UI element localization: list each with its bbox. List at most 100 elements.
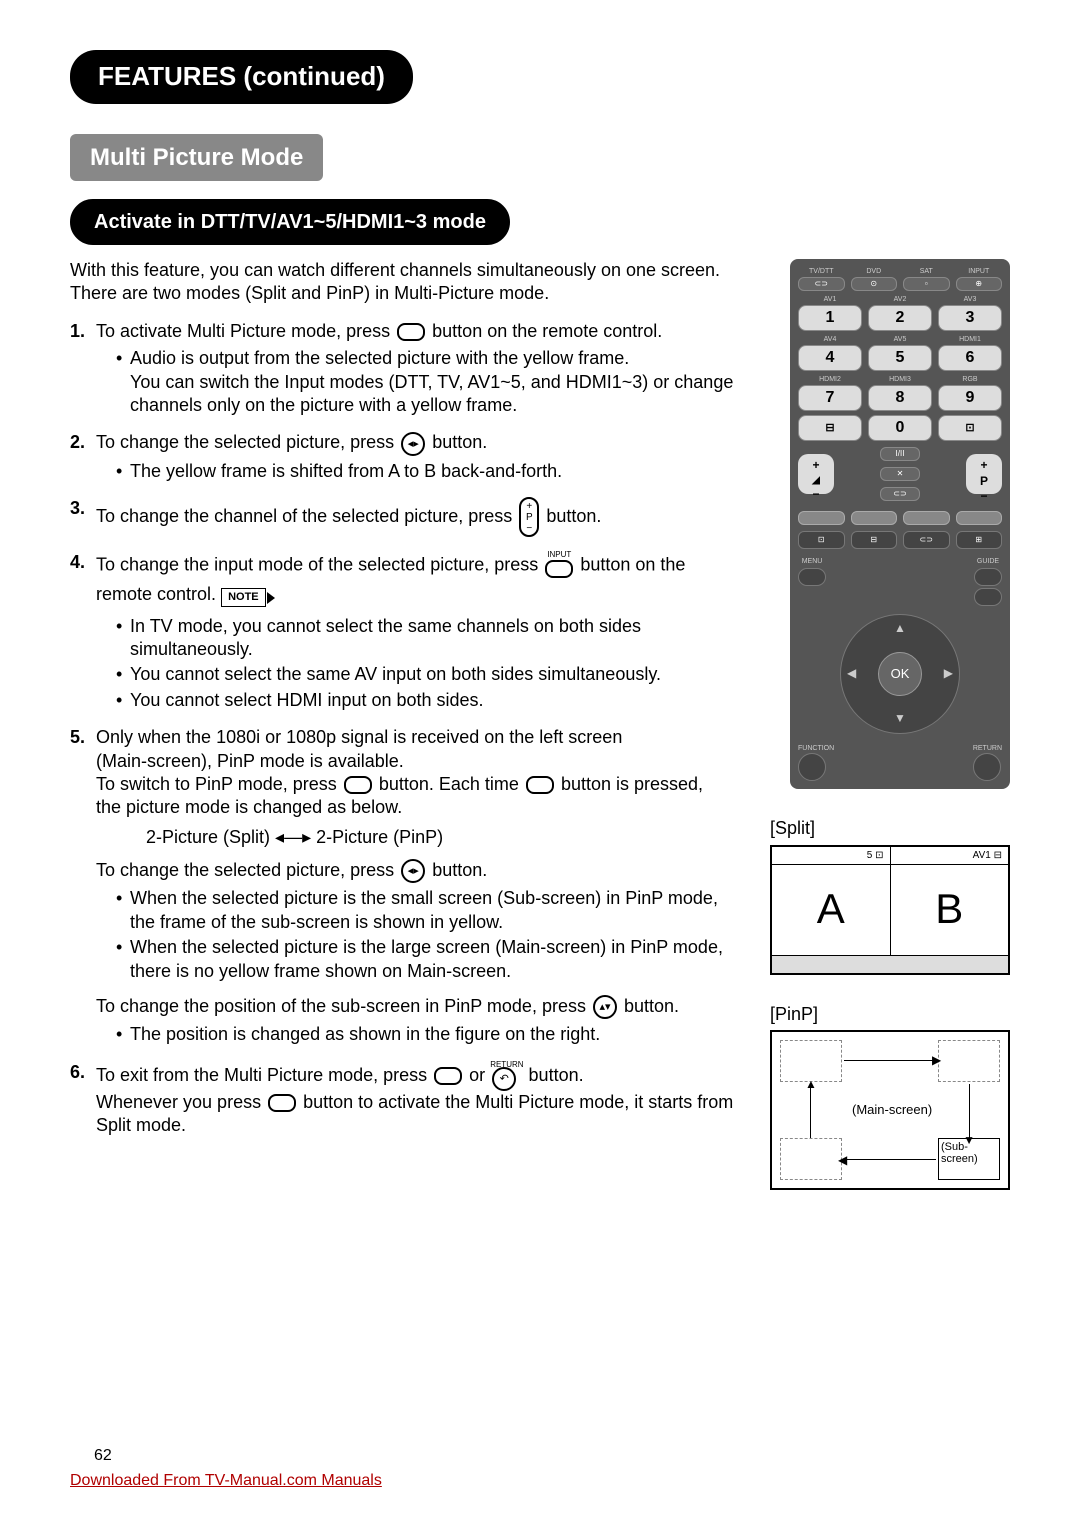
step-text: Whenever you press xyxy=(96,1092,261,1112)
footer: 62 Downloaded From TV-Manual.com Manuals xyxy=(70,1446,382,1492)
remote-btn: ⊟ xyxy=(798,415,862,441)
minus: − xyxy=(980,489,987,505)
step-num: 6. xyxy=(70,1061,85,1084)
bullet: When the selected picture is the small s… xyxy=(116,887,740,934)
step-text: button. Each time xyxy=(379,774,519,794)
left-arrow-icon: ◀ xyxy=(847,666,856,682)
remote-num: 7 xyxy=(798,385,862,411)
step-num: 2. xyxy=(70,431,85,454)
remote-diagram: TV/DTT⊂⊃ DVD⊙ SAT▫ INPUT⊕ AV11 AV22 AV33… xyxy=(790,259,1010,789)
remote-label: SAT xyxy=(903,267,950,275)
diagram-column: TV/DTT⊂⊃ DVD⊙ SAT▫ INPUT⊕ AV11 AV22 AV33… xyxy=(770,259,1010,1190)
bullet-text: Audio is output from the selected pictur… xyxy=(130,348,629,368)
multi-picture-button-icon xyxy=(434,1067,462,1085)
remote-label: DVD xyxy=(851,267,898,275)
remote-p: + P − xyxy=(966,454,1002,494)
minus: − xyxy=(812,487,819,503)
arrow-line xyxy=(844,1159,936,1160)
step-text: To exit from the Multi Picture mode, pre… xyxy=(96,1065,427,1085)
step-text: the picture mode is changed as below. xyxy=(96,797,402,817)
remote-color-row xyxy=(798,511,1002,525)
step-text: button. xyxy=(624,996,679,1016)
mode-title: Multi Picture Mode xyxy=(70,134,323,181)
step-text: To change the position of the sub-screen… xyxy=(96,996,586,1016)
step-text: To change the channel of the selected pi… xyxy=(96,506,512,526)
up-down-button-icon: ▴▾ xyxy=(593,995,617,1019)
remote-label: AV2 xyxy=(868,295,932,303)
split-diagram: 5 ⊡ AV1 ⊟ A B xyxy=(770,845,1010,975)
remote-label: TV/DTT xyxy=(798,267,845,275)
step-text: Only when the 1080i or 1080p signal is r… xyxy=(96,727,622,747)
remote-label: AV5 xyxy=(868,335,932,343)
source-link[interactable]: Downloaded From TV-Manual.com Manuals xyxy=(70,1472,382,1489)
remote-label: HDMI3 xyxy=(868,375,932,383)
p-up-down-button-icon: +P− xyxy=(519,497,539,537)
step-text: To change the selected picture, press xyxy=(96,860,394,880)
step-2: 2. To change the selected picture, press… xyxy=(70,431,740,483)
input-button-icon xyxy=(545,560,573,578)
arrow-right-icon: ▶ xyxy=(932,1054,941,1066)
up-arrow-icon: ▲ xyxy=(894,621,906,637)
remote-label: AV3 xyxy=(938,295,1002,303)
remote-num: 8 xyxy=(868,385,932,411)
remote-btn: ▫ xyxy=(903,277,950,291)
step-text: button. xyxy=(529,1065,584,1085)
remote-label: AV1 xyxy=(798,295,862,303)
remote-btn xyxy=(974,568,1002,586)
step-text: To change the selected picture, press xyxy=(96,432,394,452)
step-text: button. xyxy=(432,860,487,880)
remote-vol: + ◢ − xyxy=(798,454,834,494)
remote-num: 5 xyxy=(868,345,932,371)
bullet: The yellow frame is shifted from A to B … xyxy=(116,460,740,483)
step-text: button. xyxy=(432,432,487,452)
remote-num: 3 xyxy=(938,305,1002,331)
bullet: Audio is output from the selected pictur… xyxy=(116,347,740,417)
note-item: You cannot select the same AV input on b… xyxy=(116,663,740,686)
note-item: In TV mode, you cannot select the same c… xyxy=(116,615,740,662)
arrow-line xyxy=(969,1084,970,1138)
arrow-line xyxy=(810,1084,811,1138)
remote-dpad: ▲ ▼ ◀ ▶ OK xyxy=(840,614,960,734)
remote-num: 0 xyxy=(868,415,932,441)
remote-btn: ⊂⊃ xyxy=(880,487,920,501)
pinp-label: [PinP] xyxy=(770,1003,1010,1026)
remote-mute-btn: ✕ xyxy=(880,467,920,481)
step-3: 3. To change the channel of the selected… xyxy=(70,497,740,537)
split-bar xyxy=(772,955,1008,973)
p-label: P xyxy=(980,474,988,490)
left-right-button-icon: ◂▸ xyxy=(401,432,425,456)
return-button-icon: ↶ xyxy=(492,1067,516,1091)
features-title: FEATURES (continued) xyxy=(70,50,413,104)
guide-label: GUIDE xyxy=(974,557,1002,566)
remote-btn xyxy=(974,588,1002,606)
down-arrow-icon: ▼ xyxy=(894,711,906,727)
split-label: [Split] xyxy=(770,817,1010,840)
step-text: To switch to PinP mode, press xyxy=(96,774,337,794)
page-number: 62 xyxy=(94,1446,382,1467)
remote-num: 9 xyxy=(938,385,1002,411)
pinp-button-icon xyxy=(526,776,554,794)
remote-icon-row: ⊡⊟⊂⊃⊞ xyxy=(798,531,1002,549)
step-1: 1. To activate Multi Picture mode, press… xyxy=(70,320,740,418)
step-5: 5. Only when the 1080i or 1080p signal i… xyxy=(70,726,740,1046)
step-text: or xyxy=(469,1065,485,1085)
toggle-right: 2-Picture (PinP) xyxy=(316,827,443,847)
step-6: 6. To exit from the Multi Picture mode, … xyxy=(70,1061,740,1138)
bullet: When the selected picture is the large s… xyxy=(116,936,740,983)
multi-picture-button-icon xyxy=(397,323,425,341)
arrow-down-icon: ▼ xyxy=(963,1134,975,1146)
activate-title: Activate in DTT/TV/AV1~5/HDMI1~3 mode xyxy=(70,199,510,245)
arrow-left-icon: ◀ xyxy=(838,1154,847,1166)
remote-label: RGB xyxy=(938,375,1002,383)
menu-label: MENU xyxy=(798,557,826,566)
step-4: 4. To change the input mode of the selec… xyxy=(70,551,740,712)
step-text: (Main-screen), PinP mode is available. xyxy=(96,751,404,771)
remote-btn xyxy=(798,568,826,586)
remote-label: INPUT xyxy=(956,267,1003,275)
sub-text: screen) xyxy=(941,1153,978,1165)
return-label: RETURN xyxy=(973,744,1002,753)
step-num: 1. xyxy=(70,320,85,343)
note-item: You cannot select HDMI input on both sid… xyxy=(116,689,740,712)
pinp-diagram: (Sub- screen) (Main-screen) ▶ ▼ ◀ ▲ xyxy=(770,1030,1010,1190)
step-text: button. xyxy=(546,506,601,526)
